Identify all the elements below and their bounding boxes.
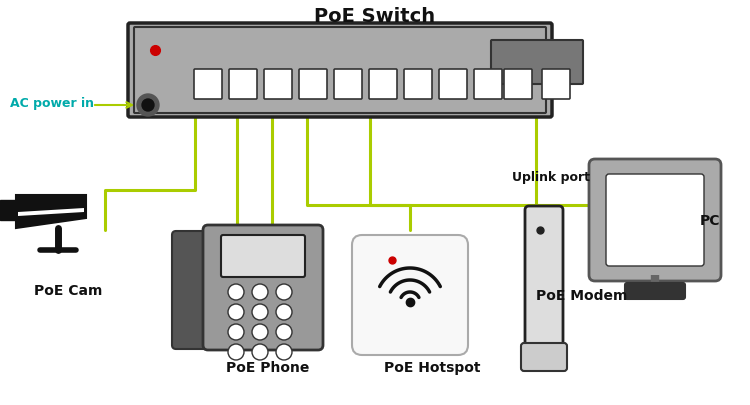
FancyBboxPatch shape: [504, 70, 532, 100]
FancyBboxPatch shape: [229, 70, 257, 100]
FancyBboxPatch shape: [334, 70, 362, 100]
FancyBboxPatch shape: [542, 70, 570, 100]
FancyBboxPatch shape: [172, 231, 208, 349]
Text: PoE Switch: PoE Switch: [314, 6, 436, 26]
FancyBboxPatch shape: [134, 28, 546, 114]
Circle shape: [276, 324, 292, 340]
Circle shape: [276, 344, 292, 360]
FancyBboxPatch shape: [194, 70, 222, 100]
Circle shape: [252, 344, 268, 360]
FancyBboxPatch shape: [521, 343, 567, 371]
FancyBboxPatch shape: [128, 24, 552, 118]
Text: Uplink port: Uplink port: [512, 171, 590, 184]
Text: PoE Cam: PoE Cam: [34, 284, 102, 297]
Circle shape: [252, 324, 268, 340]
Circle shape: [228, 344, 244, 360]
FancyBboxPatch shape: [439, 70, 467, 100]
FancyBboxPatch shape: [491, 41, 583, 85]
Circle shape: [228, 324, 244, 340]
FancyBboxPatch shape: [589, 160, 721, 281]
FancyBboxPatch shape: [525, 207, 563, 354]
Text: PoE Hotspot: PoE Hotspot: [384, 360, 480, 374]
FancyBboxPatch shape: [221, 235, 305, 277]
Circle shape: [228, 304, 244, 320]
FancyBboxPatch shape: [369, 70, 397, 100]
Polygon shape: [18, 209, 84, 216]
Text: PoE Phone: PoE Phone: [226, 360, 310, 374]
FancyBboxPatch shape: [299, 70, 327, 100]
Circle shape: [276, 304, 292, 320]
FancyBboxPatch shape: [352, 235, 468, 355]
Text: AC power in: AC power in: [10, 97, 94, 110]
Circle shape: [252, 304, 268, 320]
FancyBboxPatch shape: [404, 70, 432, 100]
Circle shape: [228, 284, 244, 300]
Text: PC: PC: [700, 213, 720, 228]
Circle shape: [137, 95, 159, 117]
Polygon shape: [0, 200, 16, 220]
FancyBboxPatch shape: [625, 284, 685, 299]
FancyBboxPatch shape: [606, 175, 704, 266]
Polygon shape: [16, 196, 86, 228]
FancyBboxPatch shape: [264, 70, 292, 100]
Circle shape: [276, 284, 292, 300]
Circle shape: [252, 284, 268, 300]
Circle shape: [142, 100, 154, 112]
Text: PoE Modem: PoE Modem: [536, 288, 628, 302]
FancyBboxPatch shape: [474, 70, 502, 100]
FancyBboxPatch shape: [203, 226, 323, 350]
